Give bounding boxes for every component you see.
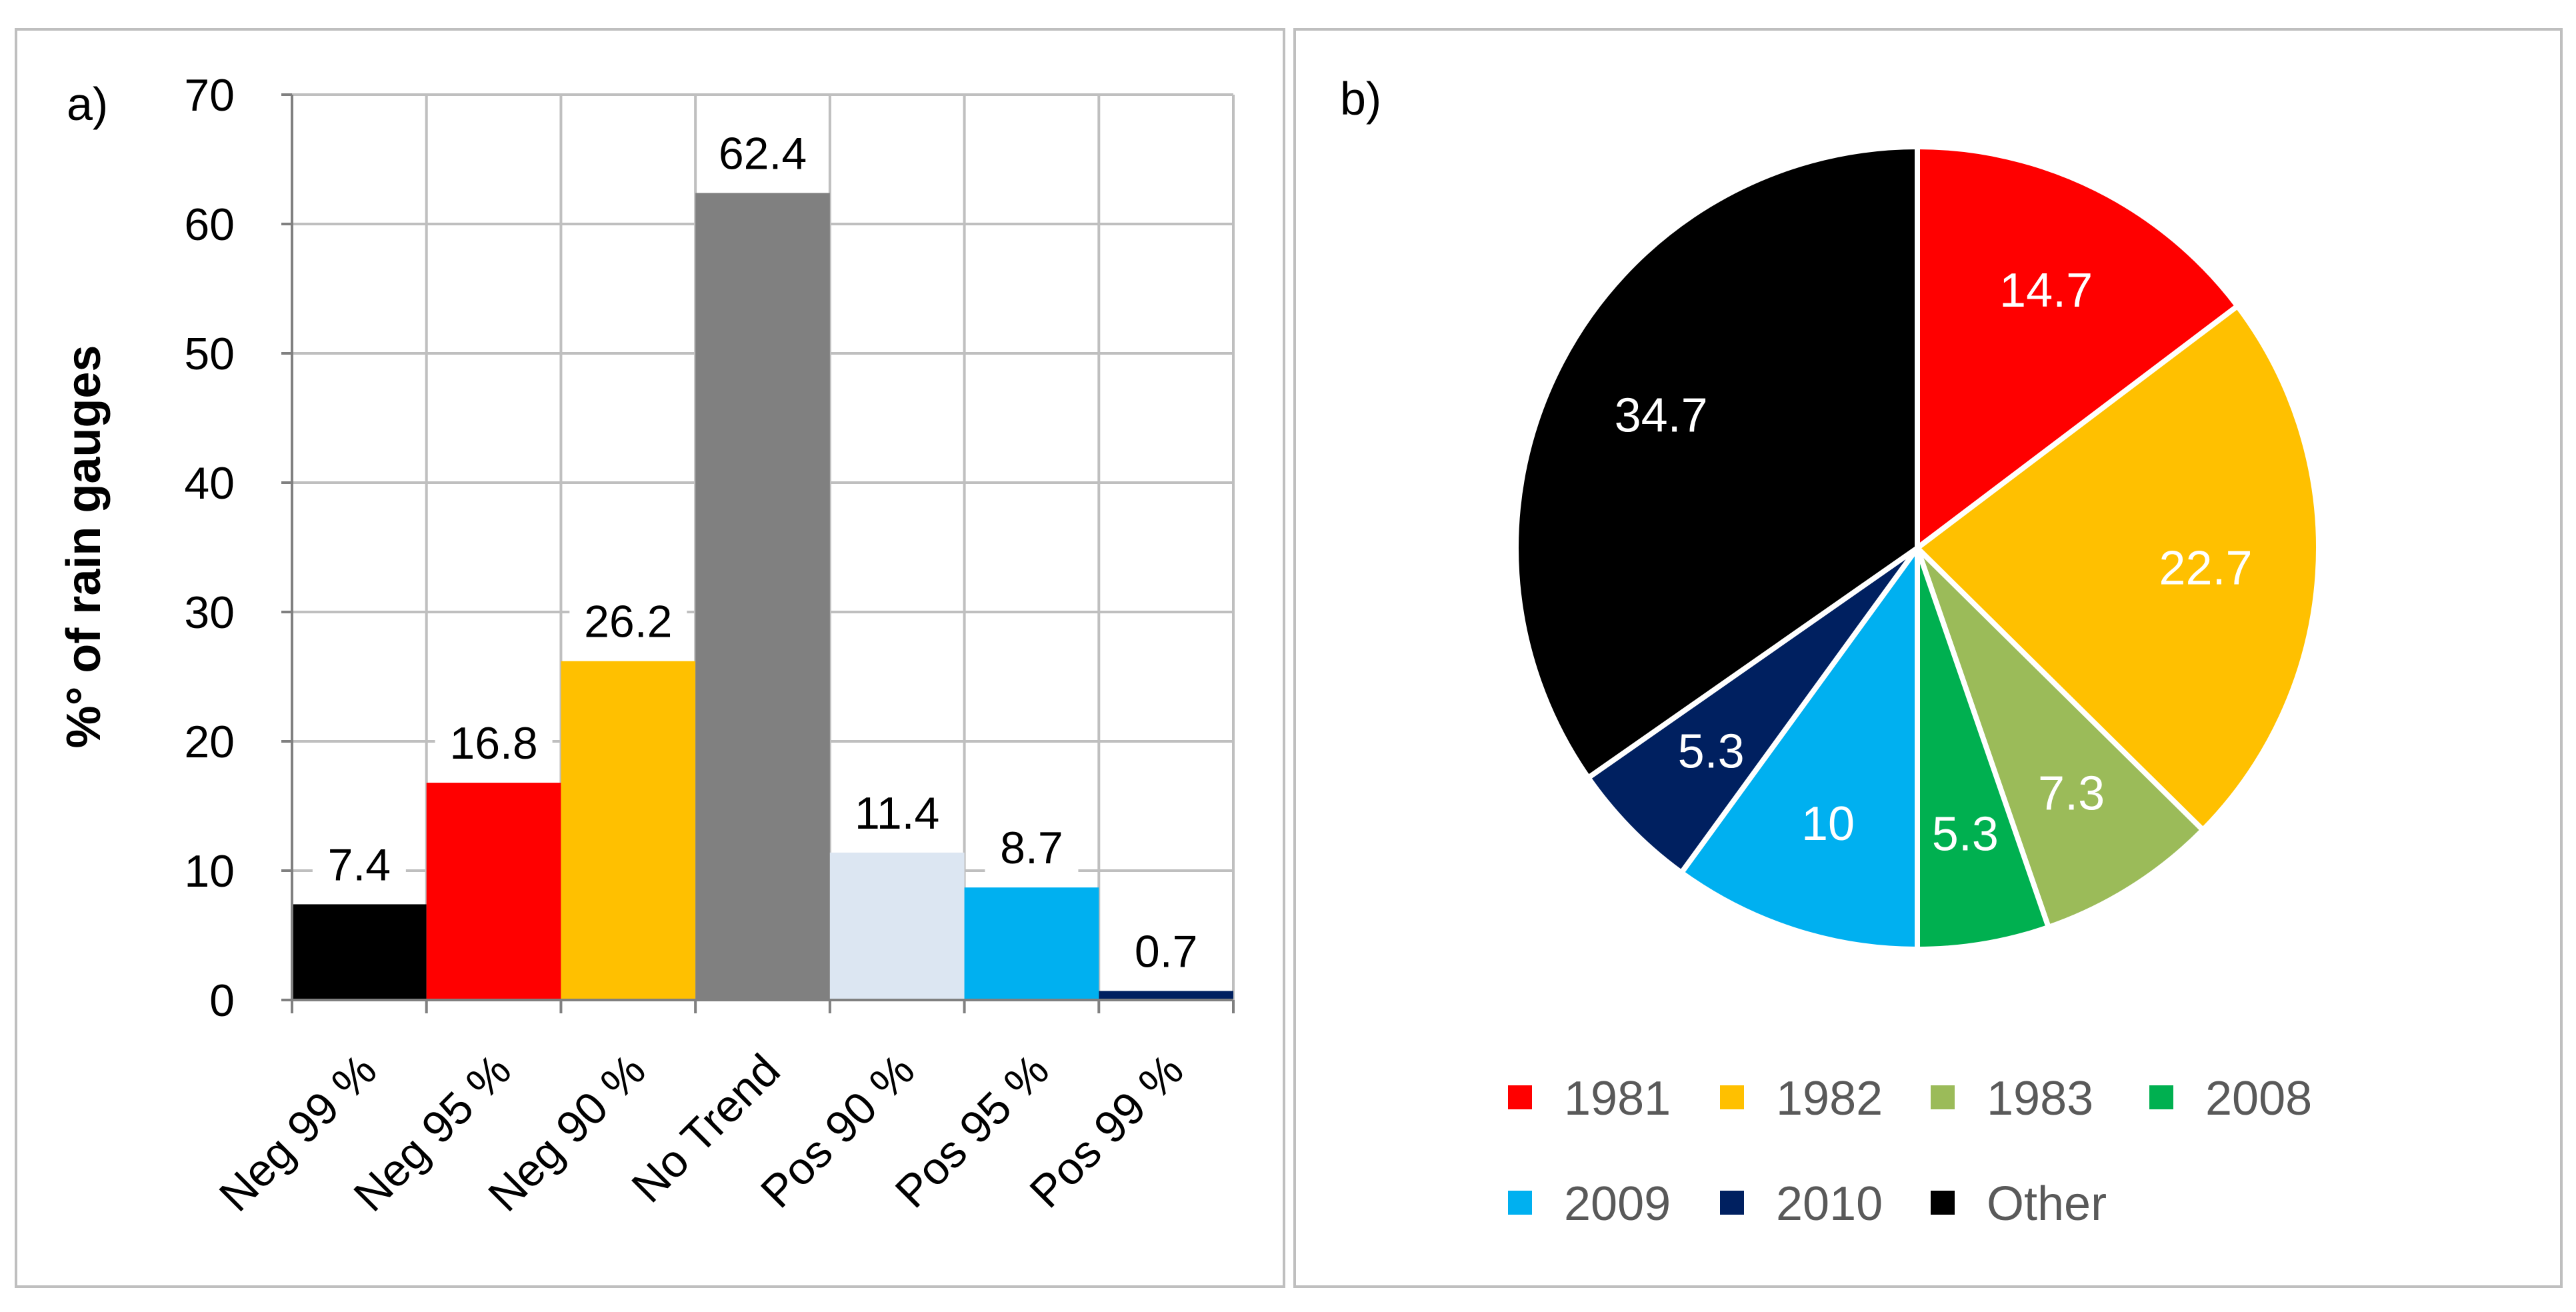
axes	[281, 93, 1235, 1013]
pie-value-label: 7.3	[2038, 767, 2105, 821]
y-axis-title: %° of rain gauges	[57, 345, 111, 749]
pie-value-label: 22.7	[2159, 542, 2252, 595]
bar	[292, 904, 427, 1000]
y-tick-label: 0	[209, 975, 235, 1026]
legend-swatch	[1931, 1085, 1955, 1109]
y-tick-label: 40	[184, 458, 235, 509]
bar-value-label: 8.7	[1000, 823, 1063, 873]
bar-value-label: 7.4	[328, 839, 391, 890]
y-tick-labels: 0 10 20 30 40 50 60 70	[184, 70, 235, 1026]
panel-a-label: a)	[67, 78, 108, 130]
bar-value-label-bg	[435, 708, 553, 775]
bar	[964, 887, 1099, 1000]
panel-b-label: b)	[1340, 73, 1381, 125]
legend-label: 2008	[2205, 1072, 2312, 1125]
pie-value-label: 34.7	[1615, 389, 1708, 443]
pie-value-label: 5.3	[1678, 725, 1745, 779]
bar-value-label: 26.2	[584, 597, 672, 647]
pie-slice	[1915, 303, 2321, 833]
bar-value-label-bg	[1119, 916, 1213, 983]
y-tick-label: 50	[184, 329, 235, 379]
legend-label: 1981	[1564, 1072, 1671, 1125]
bar	[829, 852, 965, 1000]
bar	[1099, 991, 1233, 1000]
pie-slice	[1513, 144, 1920, 781]
y-tick-label: 30	[184, 587, 235, 638]
legend-swatch	[1508, 1191, 1532, 1215]
pie-slices	[1513, 144, 2321, 952]
bar-value-label: 62.4	[719, 128, 807, 179]
legend-label: 1983	[1987, 1072, 2093, 1125]
pie-value-label: 14.7	[1999, 264, 2093, 317]
bar	[561, 661, 696, 1000]
legend: 1981 1982 1983 2008 2009 2010 Other	[1508, 1072, 2312, 1231]
bar-value-label-bg	[704, 118, 821, 185]
bar-value-label-bg	[838, 777, 956, 845]
legend-swatch	[1508, 1085, 1532, 1109]
legend-label: 1982	[1776, 1072, 1883, 1125]
pie-value-label: 5.3	[1932, 807, 1999, 861]
pie-slice	[1679, 545, 1920, 952]
pie-value-label: 10	[1801, 797, 1855, 851]
bar	[695, 193, 830, 1001]
legend-swatch	[1720, 1085, 1744, 1109]
bar-chart-panel	[15, 28, 1285, 1288]
legend-label: Other	[1987, 1177, 2107, 1231]
legend-swatch	[1931, 1191, 1955, 1215]
bar-value-label: 16.8	[449, 718, 537, 769]
bar-value-labels: 7.4 16.8 26.2 62.4 11.4 8.7 0.7	[312, 118, 1213, 983]
y-tick-label: 70	[184, 70, 235, 121]
pie-slice	[1915, 144, 2241, 551]
pie-slice	[1915, 545, 2051, 952]
bar-value-label-bg	[985, 813, 1079, 880]
y-tick-label: 10	[184, 846, 235, 897]
legend-label: 2009	[1564, 1177, 1671, 1231]
pie-value-labels: 14.7 22.7 7.3 5.3 10 5.3 34.7	[1615, 264, 2253, 861]
y-tick-label: 60	[184, 199, 235, 250]
pie-slice	[1915, 545, 2206, 930]
legend-label: 2010	[1776, 1177, 1883, 1231]
bar-value-label: 0.7	[1135, 926, 1198, 977]
bar-value-label-bg	[312, 829, 406, 897]
legend-swatch	[1720, 1191, 1744, 1215]
y-tick-label: 20	[184, 717, 235, 767]
pie-slice	[1585, 545, 1920, 876]
bar-value-label: 11.4	[855, 788, 939, 839]
bars	[292, 193, 1233, 1001]
bar-value-label-bg	[569, 586, 687, 653]
bar	[426, 783, 561, 1000]
legend-swatch	[2149, 1085, 2173, 1109]
